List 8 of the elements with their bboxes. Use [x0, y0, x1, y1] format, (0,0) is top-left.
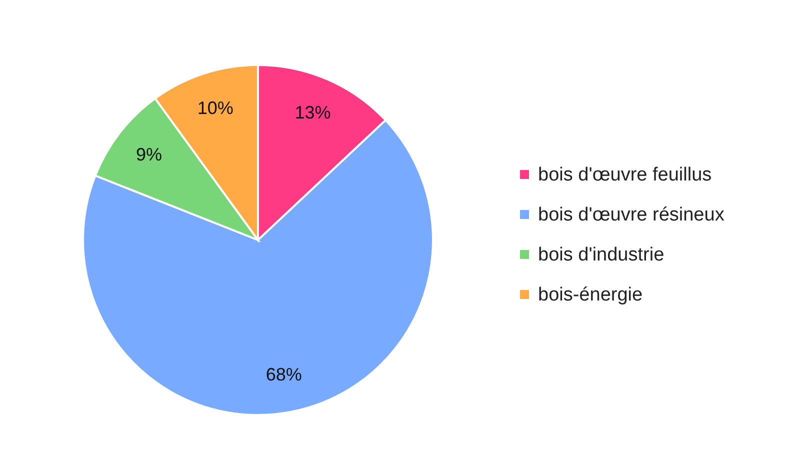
- data-label: 10%: [197, 98, 234, 118]
- legend-label: bois d'œuvre résineux: [538, 204, 725, 226]
- data-label: 68%: [266, 364, 302, 385]
- data-label: 13%: [294, 102, 331, 122]
- legend-label: bois d'œuvre feuillus: [538, 164, 712, 186]
- data-label: 9%: [136, 144, 162, 164]
- legend-label: bois d'industrie: [538, 244, 664, 266]
- legend-label: bois-énergie: [538, 284, 643, 306]
